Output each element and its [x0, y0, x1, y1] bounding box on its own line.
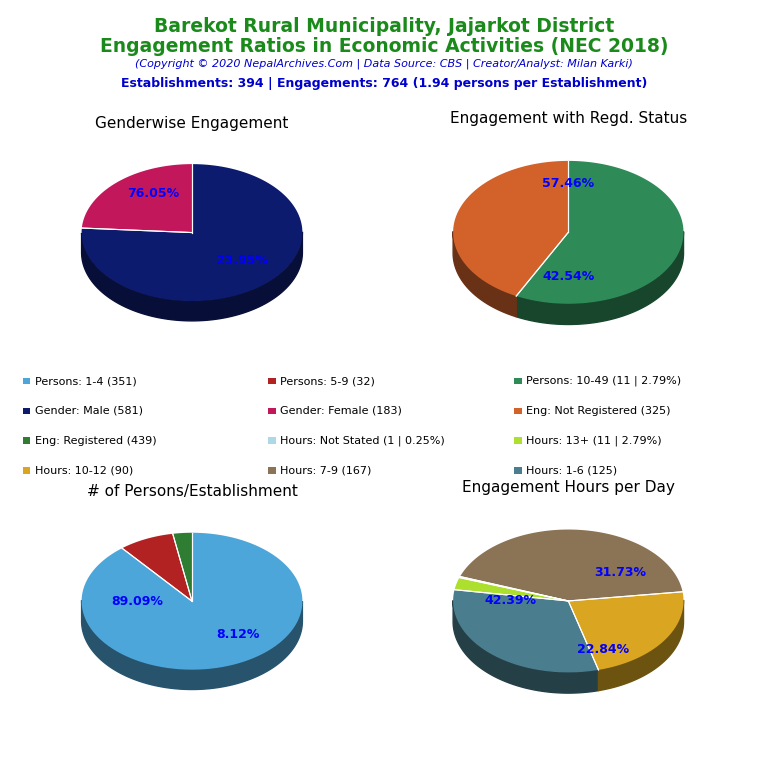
Text: Persons: 10-49 (11 | 2.79%): Persons: 10-49 (11 | 2.79%) — [526, 376, 681, 386]
Polygon shape — [455, 578, 568, 601]
Text: 76.05%: 76.05% — [127, 187, 180, 200]
Text: Hours: 1-6 (125): Hours: 1-6 (125) — [526, 465, 617, 475]
Polygon shape — [122, 534, 192, 601]
Title: Engagement Hours per Day: Engagement Hours per Day — [462, 480, 675, 495]
Title: Engagement with Regd. Status: Engagement with Regd. Status — [450, 111, 687, 126]
Text: Eng: Not Registered (325): Eng: Not Registered (325) — [526, 406, 670, 416]
FancyBboxPatch shape — [23, 378, 30, 385]
Title: Genderwise Engagement: Genderwise Engagement — [95, 116, 289, 131]
Polygon shape — [460, 530, 683, 601]
Polygon shape — [82, 164, 192, 233]
Polygon shape — [81, 232, 303, 321]
Text: 89.09%: 89.09% — [111, 594, 163, 607]
FancyBboxPatch shape — [515, 378, 521, 385]
Text: Eng: Registered (439): Eng: Registered (439) — [35, 435, 156, 445]
Text: 42.39%: 42.39% — [485, 594, 537, 607]
Polygon shape — [459, 577, 568, 601]
FancyBboxPatch shape — [23, 467, 30, 474]
Polygon shape — [516, 232, 684, 324]
Text: 23.95%: 23.95% — [216, 253, 268, 266]
Text: Hours: 10-12 (90): Hours: 10-12 (90) — [35, 465, 133, 475]
Text: Barekot Rural Municipality, Jajarkot District: Barekot Rural Municipality, Jajarkot Dis… — [154, 17, 614, 36]
FancyBboxPatch shape — [515, 438, 521, 444]
Text: 42.54%: 42.54% — [542, 270, 594, 283]
Text: 22.84%: 22.84% — [577, 643, 629, 656]
FancyBboxPatch shape — [269, 408, 276, 414]
Text: Gender: Female (183): Gender: Female (183) — [280, 406, 402, 416]
Polygon shape — [81, 533, 303, 670]
Text: 31.73%: 31.73% — [594, 566, 646, 578]
FancyBboxPatch shape — [269, 438, 276, 444]
Text: Hours: Not Stated (1 | 0.25%): Hours: Not Stated (1 | 0.25%) — [280, 435, 445, 446]
Polygon shape — [453, 601, 598, 693]
FancyBboxPatch shape — [269, 378, 276, 385]
Polygon shape — [173, 533, 192, 601]
Polygon shape — [516, 161, 684, 303]
Text: Engagement Ratios in Economic Activities (NEC 2018): Engagement Ratios in Economic Activities… — [100, 37, 668, 56]
Polygon shape — [453, 231, 516, 316]
Text: Hours: 7-9 (167): Hours: 7-9 (167) — [280, 465, 372, 475]
Polygon shape — [598, 600, 684, 690]
Text: Hours: 13+ (11 | 2.79%): Hours: 13+ (11 | 2.79%) — [526, 435, 662, 446]
FancyBboxPatch shape — [515, 467, 521, 474]
FancyBboxPatch shape — [23, 408, 30, 414]
Text: Persons: 1-4 (351): Persons: 1-4 (351) — [35, 376, 136, 386]
Text: Persons: 5-9 (32): Persons: 5-9 (32) — [280, 376, 375, 386]
FancyBboxPatch shape — [23, 438, 30, 444]
FancyBboxPatch shape — [515, 408, 521, 414]
Polygon shape — [81, 164, 303, 301]
Text: 57.46%: 57.46% — [542, 177, 594, 190]
Polygon shape — [453, 590, 598, 672]
Text: (Copyright © 2020 NepalArchives.Com | Data Source: CBS | Creator/Analyst: Milan : (Copyright © 2020 NepalArchives.Com | Da… — [135, 58, 633, 69]
Polygon shape — [568, 592, 684, 670]
Polygon shape — [81, 601, 303, 690]
Text: Establishments: 394 | Engagements: 764 (1.94 persons per Establishment): Establishments: 394 | Engagements: 764 (… — [121, 77, 647, 90]
FancyBboxPatch shape — [269, 467, 276, 474]
Polygon shape — [453, 161, 568, 296]
Text: 8.12%: 8.12% — [217, 627, 260, 641]
Text: Gender: Male (581): Gender: Male (581) — [35, 406, 143, 416]
Title: # of Persons/Establishment: # of Persons/Establishment — [87, 485, 297, 499]
